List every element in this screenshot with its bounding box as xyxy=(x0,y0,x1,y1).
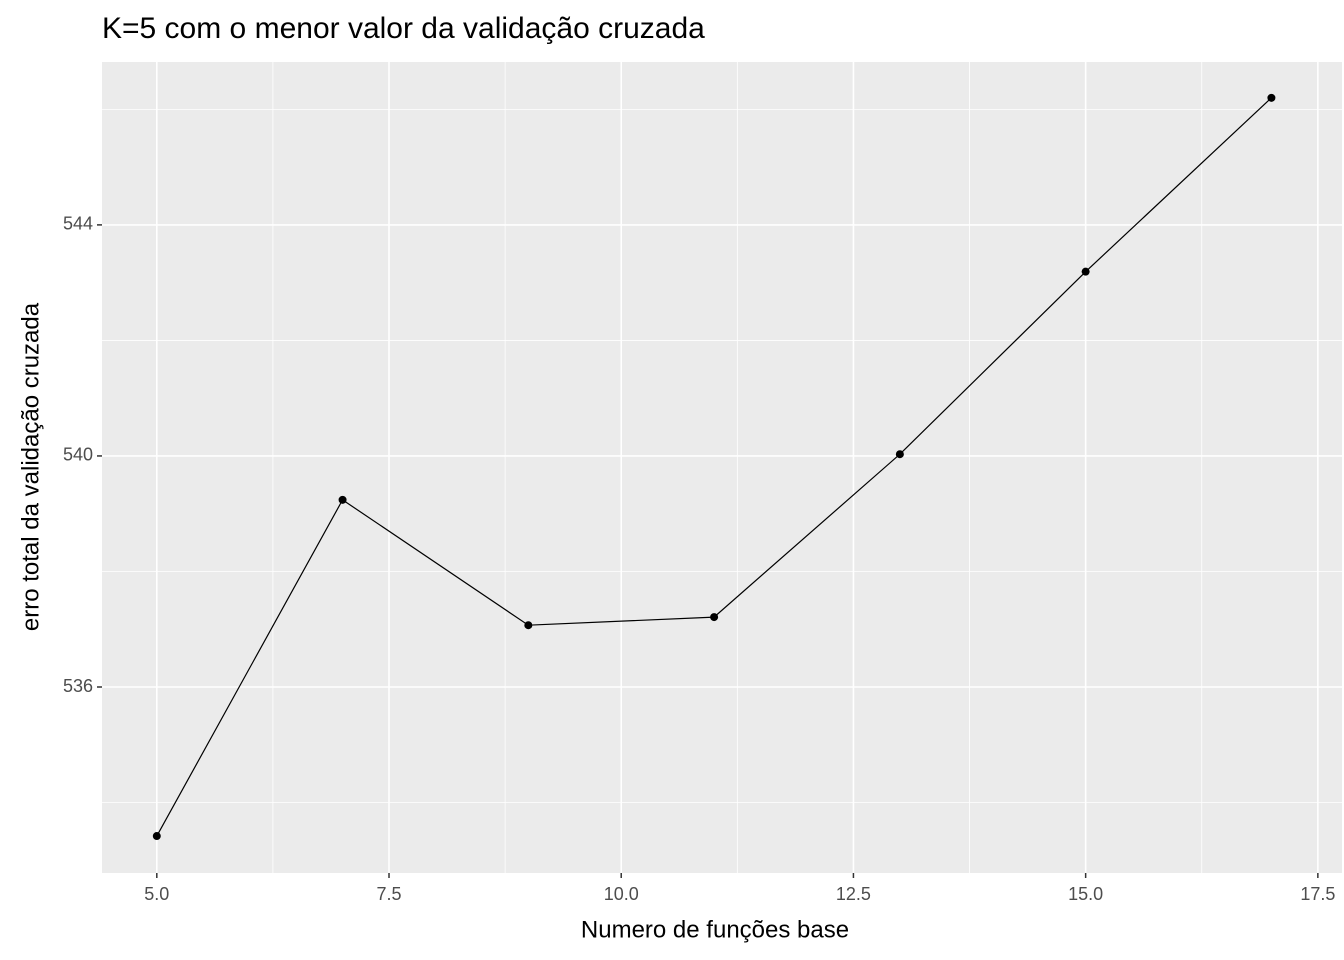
y-axis-label: erro total da validação cruzada xyxy=(17,302,44,631)
point xyxy=(710,613,719,622)
x-axis-label: Numero de funções base xyxy=(581,916,849,943)
x-tick-label: 17.5 xyxy=(1300,884,1335,904)
chart-title: K=5 com o menor valor da validação cruza… xyxy=(102,12,705,45)
y-tick-label: 536 xyxy=(63,676,93,696)
panel-background xyxy=(102,62,1342,873)
point xyxy=(1267,93,1276,102)
x-tick-label: 5.0 xyxy=(144,884,169,904)
point xyxy=(895,450,904,459)
y-tick-label: 544 xyxy=(63,214,93,234)
x-tick-label: 7.5 xyxy=(376,884,401,904)
x-tick-label: 10.0 xyxy=(604,884,639,904)
point xyxy=(152,832,161,841)
point xyxy=(524,621,533,630)
x-tick-label: 12.5 xyxy=(836,884,871,904)
point xyxy=(338,495,347,504)
point xyxy=(1081,267,1090,276)
y-tick-label: 540 xyxy=(63,445,93,465)
x-tick-label: 15.0 xyxy=(1068,884,1103,904)
